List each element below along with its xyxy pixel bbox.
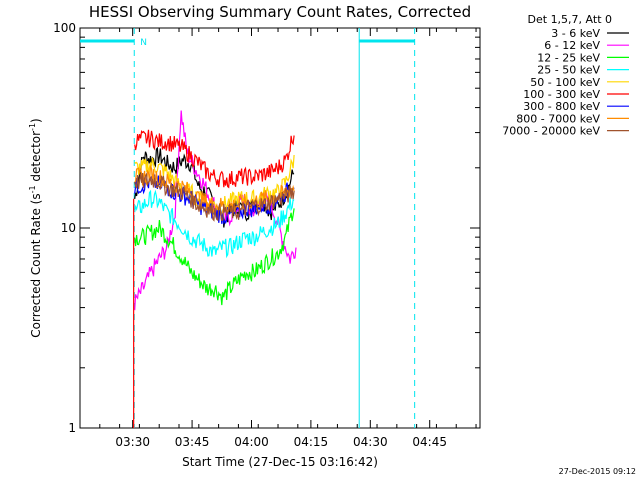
legend-label: 800 - 7000 keV [516, 112, 600, 125]
legend-label: 7000 - 20000 keV [502, 125, 600, 138]
y-axis: 1 10 100 [53, 21, 480, 435]
legend-label: 6 - 12 keV [544, 39, 600, 52]
timestamp: 27-Dec-2015 09:12 [559, 467, 636, 476]
y-tick-label: 100 [53, 21, 76, 35]
x-tick-label: 04:00 [234, 435, 269, 449]
legend-header: Det 1,5,7, Att 0 [528, 13, 612, 26]
series-line-3 [134, 189, 295, 259]
series-line-5 [134, 129, 295, 189]
saa-flag-label: N [140, 38, 147, 48]
legend-label: 100 - 300 keV [523, 88, 600, 101]
series-layer [133, 110, 297, 428]
series-line-2 [134, 208, 295, 306]
chart-title: HESSI Observing Summary Count Rates, Cor… [89, 3, 471, 21]
legend-label: 300 - 800 keV [523, 100, 600, 113]
legend-label: 12 - 25 keV [537, 51, 600, 64]
x-axis: 03:30 03:45 04:00 04:15 04:30 04:45 [79, 28, 477, 449]
series-line-4 [134, 154, 295, 216]
x-tick-label: 03:30 [115, 435, 150, 449]
y-axis-label-main: Corrected Count Rate (s [29, 193, 43, 337]
annotation-layer: N [80, 28, 416, 428]
y-axis-label-tail: detector [29, 131, 43, 186]
x-tick-label: 04:30 [353, 435, 388, 449]
x-tick-label: 04:15 [294, 435, 329, 449]
x-tick-label: 03:45 [175, 435, 210, 449]
x-axis-label: Start Time (27-Dec-15 03:16:42) [182, 455, 378, 469]
y-axis-label: Corrected Count Rate (s-1 detector-1) [28, 118, 43, 337]
y-axis-label-sup: -1 [28, 185, 37, 193]
y-axis-label-tail-sup: -1 [28, 123, 37, 131]
legend-label: 25 - 50 keV [537, 64, 600, 77]
legend-label: 3 - 6 keV [551, 27, 600, 40]
legend-label: 50 - 100 keV [530, 76, 600, 89]
plot-area: 1 10 100 03:30 03:45 04:00 04:15 04:30 04:45 N [53, 21, 481, 449]
y-tick-label: 10 [61, 221, 76, 235]
y-tick-label: 1 [68, 421, 76, 435]
y-axis-label-close: ) [29, 118, 43, 123]
series-line-8 [134, 172, 295, 222]
x-tick-label: 04:45 [412, 435, 447, 449]
